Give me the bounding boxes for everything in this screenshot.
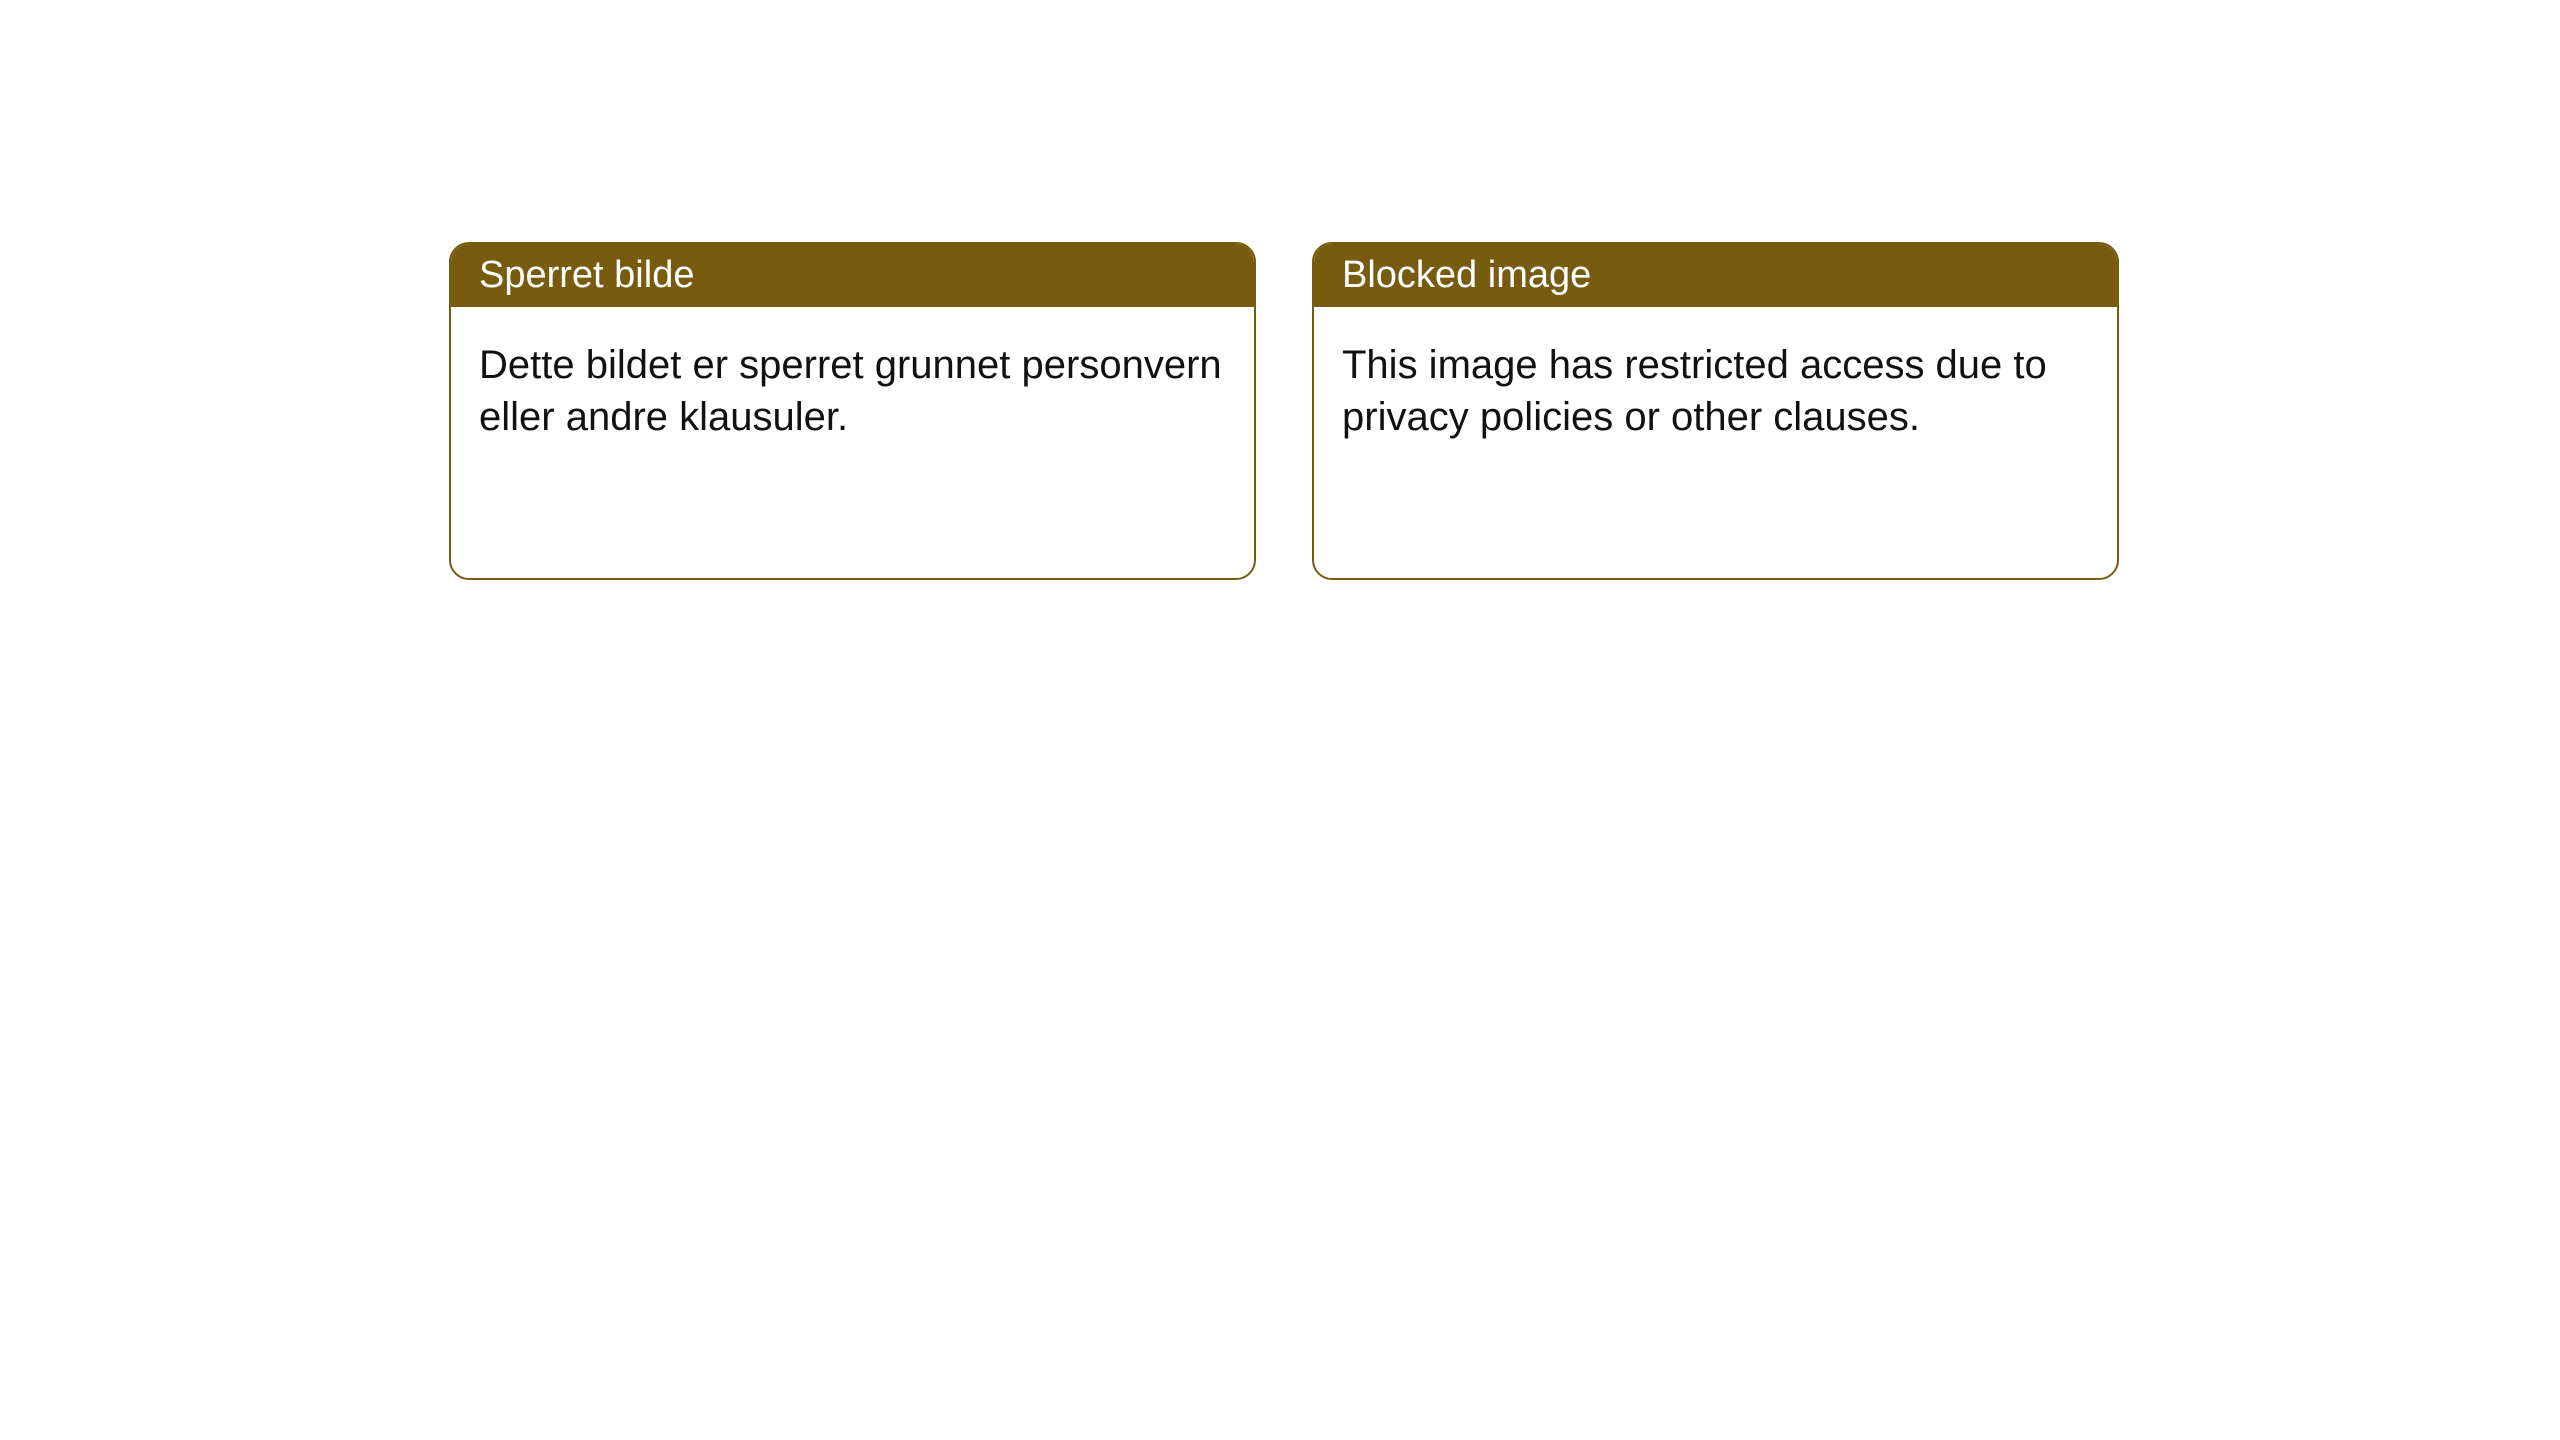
- notice-card-norwegian: Sperret bilde Dette bildet er sperret gr…: [449, 242, 1256, 580]
- card-header-english: Blocked image: [1314, 244, 2117, 307]
- card-body-norwegian: Dette bildet er sperret grunnet personve…: [451, 307, 1254, 475]
- notice-card-english: Blocked image This image has restricted …: [1312, 242, 2119, 580]
- notice-container: Sperret bilde Dette bildet er sperret gr…: [449, 242, 2119, 580]
- card-header-norwegian: Sperret bilde: [451, 244, 1254, 307]
- card-body-english: This image has restricted access due to …: [1314, 307, 2117, 475]
